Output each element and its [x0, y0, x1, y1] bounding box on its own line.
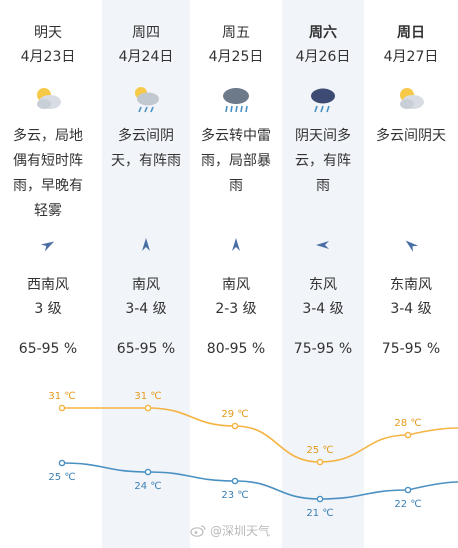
dark-cloud-rain-icon	[311, 88, 335, 113]
weibo-logo-icon	[190, 525, 206, 537]
wind-arrow-northwest-icon	[405, 240, 419, 252]
low-temp-point	[231, 477, 239, 485]
day-name: 周四	[132, 25, 160, 41]
day-date: 4月24日	[118, 49, 174, 65]
weather-description: 阴天间多云，有阵雨	[295, 128, 351, 194]
high-temp-point	[231, 422, 239, 430]
partly-cloudy-sun-icon	[37, 88, 61, 109]
weather-description: 多云，局地偶有短时阵雨，早晚有轻雾	[13, 128, 83, 219]
wind-level: 3-4 级	[125, 301, 167, 317]
high-temp-label: 25 ℃	[306, 445, 333, 456]
wind-direction: 东风	[309, 277, 337, 293]
wind-arrow-west-icon	[316, 241, 329, 249]
watermark-text: @深圳天气	[210, 524, 271, 538]
wind-level: 2-3 级	[215, 301, 257, 317]
high-temp-point	[404, 431, 412, 439]
low-temp-point	[316, 495, 324, 503]
day-name: 明天	[34, 25, 62, 41]
day-column-thursday: 周四 4月24日 多云间阴天，有阵雨 南风 3-4 级 65-95 %	[102, 0, 190, 548]
watermark: @深圳天气	[190, 522, 270, 539]
partly-cloudy-sun-icon	[400, 88, 424, 109]
low-temp-label: 22 ℃	[394, 499, 421, 510]
low-temp-point	[144, 468, 152, 476]
weather-description: 多云间阴天	[376, 128, 446, 144]
low-temp-point	[58, 459, 66, 467]
wind-arrow-north-icon	[142, 238, 150, 251]
day-name: 周五	[222, 25, 250, 41]
wind-arrow-northeast-icon	[40, 241, 55, 252]
high-temp-point	[316, 458, 324, 466]
high-temp-label: 29 ℃	[221, 409, 248, 420]
day-date: 4月23日	[20, 49, 76, 65]
thunderstorm-heavy-rain-icon	[223, 88, 249, 113]
wind-level: 3 级	[34, 301, 62, 317]
wind-direction: 南风	[222, 277, 250, 293]
day-date: 4月27日	[383, 49, 439, 65]
day-column-tomorrow: 明天 4月23日 多云，局地偶有短时阵雨，早晚有轻雾 西南风 3 级 65-95…	[0, 0, 96, 548]
low-temp-label: 23 ℃	[221, 490, 248, 501]
weather-description: 多云间阴天，有阵雨	[111, 128, 181, 169]
humidity: 80-95 %	[206, 341, 266, 357]
humidity: 75-95 %	[381, 341, 441, 357]
high-temp-line	[62, 407, 458, 463]
day-date: 4月25日	[208, 49, 264, 65]
wind-level: 3-4 级	[390, 301, 432, 317]
wind-direction: 东南风	[390, 277, 432, 293]
wind-level: 3-4 级	[302, 301, 344, 317]
wind-arrow-north-icon	[232, 238, 240, 251]
wind-direction: 西南风	[27, 277, 69, 293]
day-date: 4月26日	[295, 49, 351, 65]
day-column-friday: 周五 4月25日 多云转中雷雨，局部暴雨 南风 2-3 级 80-95 %	[190, 0, 282, 548]
low-temp-label: 21 ℃	[306, 508, 333, 519]
wind-direction: 南风	[132, 277, 160, 293]
humidity: 65-95 %	[116, 341, 176, 357]
humidity: 75-95 %	[293, 341, 353, 357]
day-name: 周六	[309, 25, 337, 41]
weather-description: 多云转中雷雨，局部暴雨	[201, 128, 271, 194]
low-temp-label: 25 ℃	[48, 472, 75, 483]
day-column-sunday: 周日 4月27日 多云间阴天 东南风 3-4 级 75-95 %	[364, 0, 458, 548]
low-temp-point	[404, 486, 412, 494]
day-name: 周日	[397, 25, 425, 41]
high-temp-point	[58, 404, 66, 412]
high-temp-label: 31 ℃	[48, 391, 75, 402]
cloud-sun-light-rain-icon	[135, 87, 159, 113]
low-temp-line	[61, 462, 458, 500]
high-temp-point	[144, 404, 152, 412]
humidity: 65-95 %	[18, 341, 78, 357]
high-temp-label: 28 ℃	[394, 418, 421, 429]
high-temp-label: 31 ℃	[134, 391, 161, 402]
low-temp-label: 24 ℃	[134, 481, 161, 492]
